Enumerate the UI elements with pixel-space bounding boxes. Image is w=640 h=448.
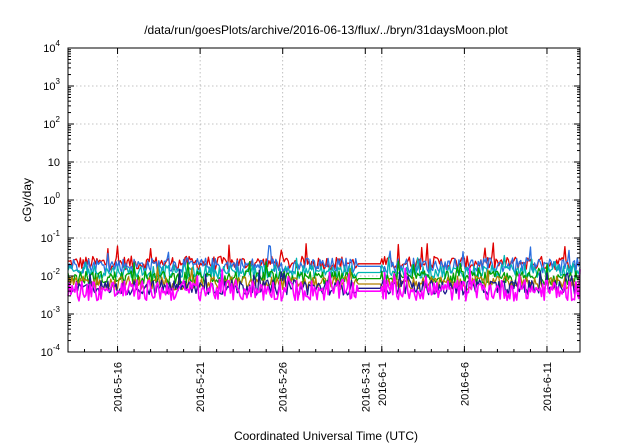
- y-tick-label: 10: [48, 157, 60, 169]
- y-tick-label: 100: [43, 191, 60, 207]
- x-tick-label: 2016-6-1: [377, 362, 389, 406]
- y-axis: 10-4 10-3 10-2 10-1 100 10 102 103 104: [41, 39, 580, 359]
- series-lines: [67, 242, 581, 302]
- series-line: [67, 254, 581, 280]
- y-tick-label: 102: [43, 115, 60, 131]
- y-tick-label: 10-4: [41, 343, 61, 359]
- x-tick-label: 2016-6-6: [459, 362, 471, 406]
- y-tick-label: 10-2: [41, 267, 61, 283]
- y-axis-label: cGy/day: [20, 178, 34, 222]
- x-tick-label: 2016-5-26: [278, 362, 290, 412]
- y-tick-label: 10-1: [41, 229, 61, 245]
- y-tick-label: 10-3: [41, 305, 61, 321]
- x-axis: 2016-5-16 2016-5-21 2016-5-26 2016-5-31 2016…: [67, 48, 581, 412]
- x-tick-label: 2016-6-11: [542, 362, 554, 411]
- series-line: [67, 260, 581, 286]
- x-axis-label: Coordinated Universal Time (UTC): [234, 429, 418, 443]
- x-tick-label: 2016-5-21: [195, 362, 207, 412]
- series-line: [67, 267, 581, 302]
- y-tick-label: 104: [43, 39, 60, 55]
- y-tick-label: 103: [43, 77, 60, 93]
- series-line: [67, 268, 581, 296]
- chart-title: /data/run/goesPlots/archive/2016-06-13/f…: [144, 23, 508, 37]
- x-tick-label: 2016-5-31: [360, 362, 372, 412]
- x-tick-label: 2016-5-16: [113, 362, 125, 412]
